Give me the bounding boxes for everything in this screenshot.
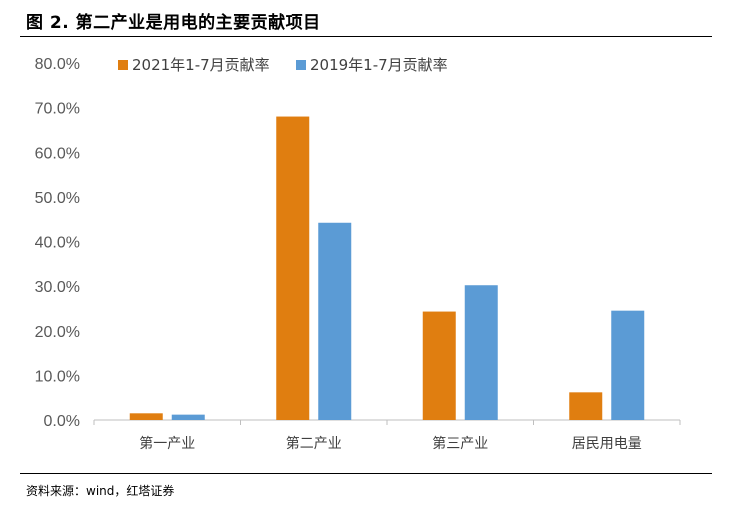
legend-swatch-series2 xyxy=(296,60,306,70)
category-label: 第二产业 xyxy=(286,435,342,452)
bar-series2 xyxy=(611,310,645,420)
top-rule xyxy=(20,36,712,37)
legend-swatch-series1 xyxy=(118,60,128,70)
bottom-rule xyxy=(20,473,712,474)
bar-chart: 0.0% 10.0% 20.0% 30.0% 40.0% 50.0% 60.0% 70.0% 8… xyxy=(35,56,681,452)
bar-series1 xyxy=(276,116,310,421)
category-label: 第一产业 xyxy=(139,435,195,452)
y-tick-label: 40.0% xyxy=(35,235,80,252)
y-tick-label: 20.0% xyxy=(35,324,80,341)
y-tick-label: 10.0% xyxy=(35,368,80,385)
bar-series2 xyxy=(464,285,498,420)
y-tick-label: 0.0% xyxy=(44,413,80,430)
bar-series2 xyxy=(171,414,205,420)
y-tick-label: 80.0% xyxy=(35,56,80,73)
y-tick-label: 70.0% xyxy=(35,101,80,118)
legend-label: 2021年1-7月贡献率 xyxy=(132,56,270,74)
figure-title: 图 2. 第二产业是用电的主要贡献项目 xyxy=(26,13,321,33)
bar-series1 xyxy=(569,392,603,420)
bar-series2 xyxy=(318,222,352,420)
y-tick-label: 50.0% xyxy=(35,190,80,207)
bar-series1 xyxy=(129,413,163,420)
y-tick-label: 60.0% xyxy=(35,145,80,162)
source-note: 资料来源：wind，红塔证券 xyxy=(26,484,175,498)
bar-series1 xyxy=(422,311,456,420)
category-label: 第三产业 xyxy=(432,435,488,452)
category-label: 居民用电量 xyxy=(572,436,642,452)
y-tick-label: 30.0% xyxy=(35,279,80,296)
legend-label: 2019年1-7月贡献率 xyxy=(310,56,448,74)
